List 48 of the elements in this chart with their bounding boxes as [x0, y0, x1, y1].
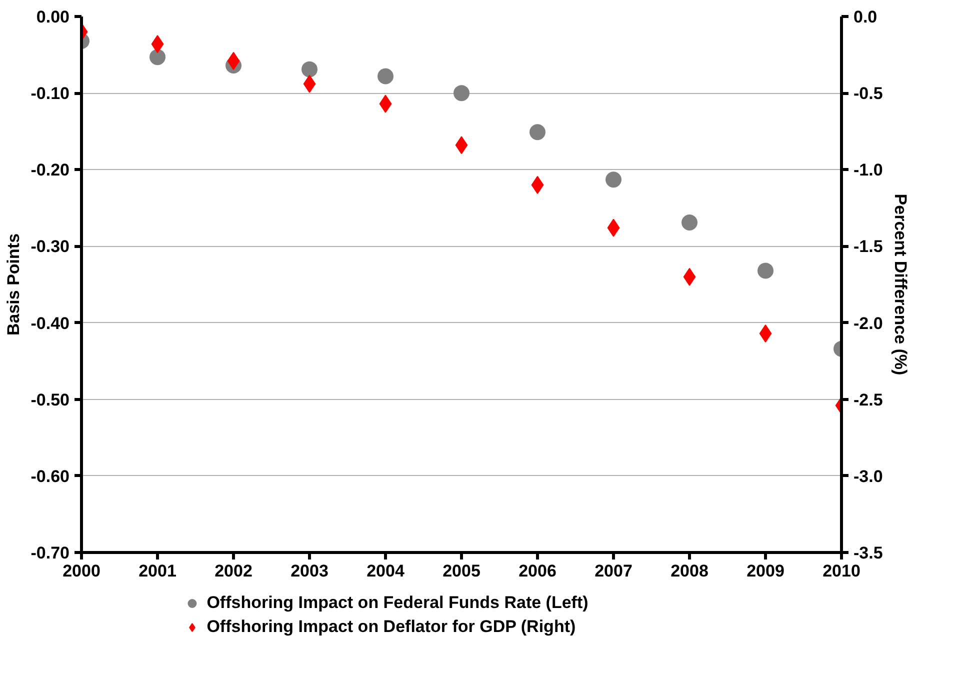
y-axis-title: Basis Points: [4, 233, 23, 336]
y2-tick-label: -3.5: [854, 544, 883, 562]
y2-tick-label: -3.0: [854, 466, 883, 486]
point: [606, 172, 622, 188]
point: [379, 94, 392, 113]
point: [530, 124, 546, 140]
y-tick-label: -0.20: [30, 160, 70, 180]
y-tick-label: -0.50: [30, 390, 70, 410]
point: [607, 218, 620, 237]
x-tick-label: 2003: [290, 562, 328, 580]
y2-tick-label: -0.5: [854, 84, 883, 104]
x-tick-label: 2000: [62, 562, 100, 580]
y2-tick-label: -1.0: [854, 160, 883, 180]
point: [682, 214, 698, 230]
point: [759, 324, 772, 343]
point: [303, 74, 316, 93]
point: [302, 61, 318, 78]
y-tick-label: -0.30: [30, 237, 70, 256]
x-tick-label: 2009: [746, 562, 784, 580]
point: [455, 136, 468, 154]
point: [683, 268, 696, 286]
y-tick-label: -0.70: [30, 544, 70, 562]
x-tick-label: 2008: [670, 562, 708, 580]
x-tick-label: 2010: [822, 562, 860, 580]
y-tick-label: -0.40: [30, 314, 70, 333]
point: [758, 262, 774, 279]
x-tick-label: 2002: [214, 562, 252, 580]
legend-label: Offshoring Impact on Deflator for GDP (Right): [206, 617, 576, 637]
y2-axis-title: Percent Difference (%): [890, 194, 910, 376]
x-tick-label: 2006: [518, 562, 556, 580]
y2-tick-label: 0.0: [854, 8, 878, 26]
point: [378, 68, 394, 84]
y2-tick-label: -2.5: [854, 390, 883, 410]
point: [150, 49, 166, 66]
point: [227, 52, 240, 70]
point: [531, 176, 544, 194]
x-tick-label: 2004: [366, 562, 405, 580]
x-tick-label: 2007: [594, 562, 632, 580]
x-tick-label: 2001: [138, 562, 176, 580]
y2-tick-label: -1.5: [854, 237, 883, 256]
y-tick-label: -0.10: [30, 84, 70, 104]
legend-label: Offshoring Impact on Federal Funds Rate (Left): [206, 593, 588, 613]
y2-tick-label: -2.0: [854, 314, 883, 333]
y-tick-label: -0.60: [30, 466, 70, 486]
point: [151, 35, 164, 54]
x-tick-label: 2005: [442, 562, 480, 580]
point: [454, 85, 470, 102]
y-tick-label: 0.00: [36, 8, 70, 26]
